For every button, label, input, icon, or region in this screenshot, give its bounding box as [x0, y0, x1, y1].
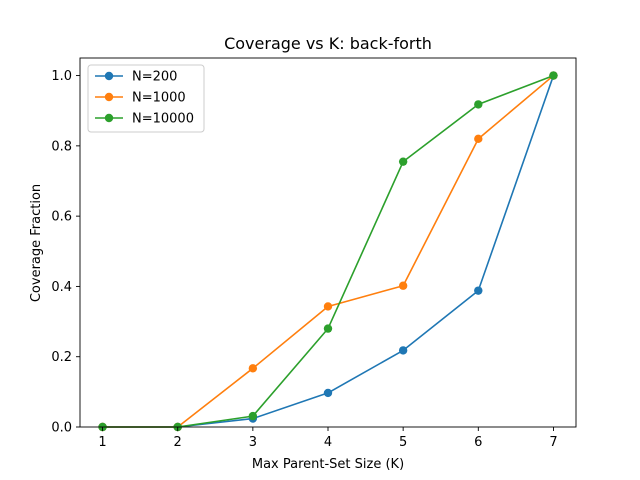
- x-tick-label-4: 4: [324, 435, 332, 450]
- x-tick-label-2: 2: [174, 435, 182, 450]
- x-axis-label: Max Parent-Set Size (K): [252, 457, 404, 472]
- series-3-point-4: [323, 324, 333, 333]
- y-tick-label-1: 0.0: [51, 421, 72, 436]
- y-tick-label-2: 0.2: [51, 350, 72, 365]
- plot-area: 1 2 3 4 5 6 7 0.0 0.2 0.4 0.6 0.8 1.0: [51, 57, 577, 450]
- chart-title: Coverage vs K: back-forth: [224, 34, 432, 53]
- series-2-point-4: [323, 302, 333, 311]
- series-1-point-4: [323, 388, 333, 398]
- legend-label-1: N=200: [132, 70, 177, 85]
- series-3-point-5: [398, 157, 408, 166]
- x-tick-label-7: 7: [549, 435, 557, 450]
- y-axis-label: Coverage Fraction: [29, 184, 44, 302]
- legend-label-3: N=10000: [132, 112, 194, 127]
- series-1-point-6: [474, 286, 483, 295]
- x-tick-label-1: 1: [98, 435, 106, 450]
- legend: N=200 N=1000 N=10000: [87, 64, 205, 133]
- legend-marker-3: [104, 113, 114, 123]
- series-2-point-5: [398, 281, 408, 290]
- legend-box: [87, 64, 205, 133]
- legend-marker-1: [104, 71, 114, 81]
- x-tick-label-5: 5: [399, 435, 407, 450]
- y-tick-label-6: 1.0: [51, 69, 72, 84]
- y-tick-label-4: 0.6: [51, 210, 72, 225]
- y-tick-label-5: 0.8: [51, 139, 72, 154]
- series-3-point-7: [549, 71, 558, 80]
- x-tick-label-6: 6: [474, 435, 482, 450]
- legend-label-2: N=1000: [132, 91, 186, 106]
- series-3-point-6: [474, 100, 483, 109]
- series-3-point-3: [248, 411, 258, 421]
- series-1-point-5: [398, 346, 408, 355]
- series-2-point-3: [248, 364, 258, 373]
- x-tick-label-3: 3: [249, 435, 257, 450]
- legend-marker-2: [104, 92, 114, 102]
- series-2-point-6: [474, 134, 483, 144]
- y-tick-label-3: 0.4: [51, 280, 72, 295]
